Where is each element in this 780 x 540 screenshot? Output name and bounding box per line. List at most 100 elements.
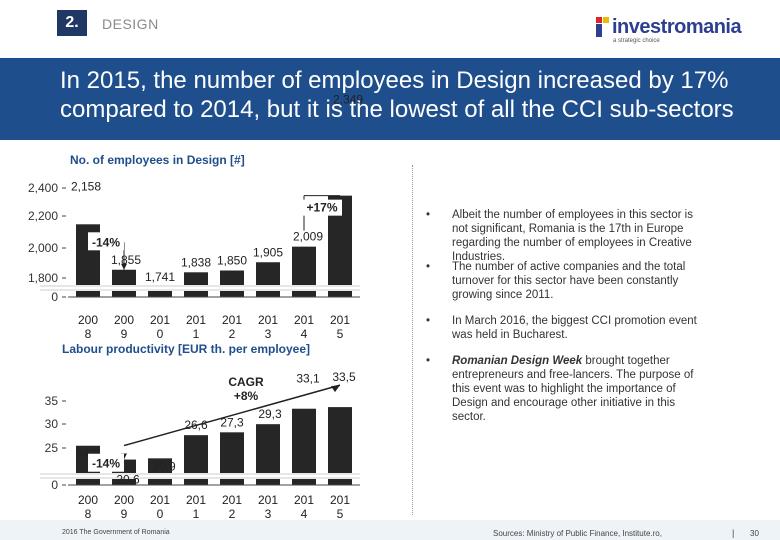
bar <box>184 272 208 297</box>
bar <box>256 262 280 297</box>
x-tick-label: 1 <box>193 507 200 520</box>
annotation-label-bg <box>88 232 124 251</box>
data-label: 1,855 <box>111 253 141 267</box>
x-tick-label: 201 <box>186 313 206 327</box>
data-label: 2,349 <box>333 93 363 107</box>
x-tick-label: 200 <box>114 493 134 507</box>
section-label: DESIGN <box>102 16 159 32</box>
annotation-label: -14% <box>92 235 120 249</box>
x-tick-label: 9 <box>121 507 128 520</box>
y-tick-label: 30 <box>45 417 59 431</box>
cagr-label-bg <box>224 374 268 404</box>
section-number-badge: 2. <box>57 10 87 36</box>
bullet-dot: • <box>426 209 431 221</box>
bullet-item: • In March 2016, the biggest CCI promotio… <box>420 314 700 342</box>
bar <box>148 286 172 297</box>
x-tick-label: 3 <box>265 507 272 520</box>
y-tick-label: 2,000 <box>28 241 58 255</box>
data-label: 1,850 <box>217 254 247 268</box>
bar <box>292 408 316 485</box>
x-tick-label: 201 <box>330 313 350 327</box>
x-tick-label: 200 <box>78 493 98 507</box>
chart2-title: Labour productivity [EUR th. per employe… <box>62 342 311 356</box>
x-tick-label: 200 <box>114 313 134 327</box>
bullet-item: • Albeit the number of employees in this … <box>420 208 700 264</box>
x-tick-label: 8 <box>85 327 92 341</box>
y-tick-label: 2,200 <box>28 209 58 223</box>
y-tick-label: 1,800 <box>28 271 58 285</box>
section-number: 2. <box>65 14 79 31</box>
page-number: 30 <box>750 529 759 538</box>
data-label: 33,5 <box>332 370 356 384</box>
footer-separator: | <box>732 528 735 538</box>
annotation-label-bg <box>88 453 124 472</box>
bar <box>112 269 136 297</box>
y-tick-label: 2,400 <box>28 181 58 195</box>
y-tick-label: 25 <box>45 441 59 455</box>
headline-banner <box>0 58 780 140</box>
bar <box>220 270 244 297</box>
annotation-label: +17% <box>306 201 337 215</box>
y-tick-label: 35 <box>45 394 59 408</box>
x-tick-label: 0 <box>157 507 164 520</box>
logo-tagline: a strategic choice <box>613 38 660 44</box>
logo-text-romania: romania <box>666 16 742 38</box>
bullet-list: • Albeit the number of employees in this … <box>420 208 700 436</box>
bullet-item: • The number of active companies and the … <box>420 260 700 302</box>
x-tick-label: 2 <box>229 327 236 341</box>
investromania-logo[interactable]: investromania a strategic choice <box>596 14 742 48</box>
x-tick-label: 201 <box>222 493 242 507</box>
data-label: 33,1 <box>296 372 320 386</box>
bullet-text: The number of active companies and the t… <box>452 261 686 301</box>
x-tick-label: 201 <box>294 313 314 327</box>
axis-break-band <box>40 473 360 479</box>
logo-mark-icon <box>596 17 609 37</box>
cagr-label: CAGR <box>228 375 264 389</box>
data-label: 2,009 <box>293 230 323 244</box>
x-tick-label: 9 <box>121 327 128 341</box>
chart1-title: No. of employees in Design [#] <box>70 153 245 167</box>
bullet-text: Albeit the number of employees in this s… <box>452 209 693 263</box>
x-tick-label: 201 <box>222 313 242 327</box>
x-tick-label: 201 <box>330 493 350 507</box>
data-label: 29,3 <box>258 407 282 421</box>
cagr-arrow <box>123 384 341 447</box>
x-tick-label: 5 <box>337 327 344 341</box>
column-divider <box>412 165 413 515</box>
data-label: 1,905 <box>253 245 283 259</box>
footer-bar <box>0 520 780 540</box>
cagr-label: +8% <box>234 389 259 403</box>
data-label: 2,158 <box>71 179 101 193</box>
x-tick-label: 4 <box>301 327 308 341</box>
bar <box>148 458 172 485</box>
x-tick-label: 201 <box>294 493 314 507</box>
x-tick-label: 201 <box>186 493 206 507</box>
footer-copyright: 2016 The Government of Romania <box>62 529 170 536</box>
footer-sources: Sources: Ministry of Public Finance, Ins… <box>493 529 662 538</box>
x-tick-label: 201 <box>258 493 278 507</box>
x-tick-label: 5 <box>337 507 344 520</box>
x-tick-label: 201 <box>150 313 170 327</box>
bullet-dot: • <box>426 315 431 327</box>
data-label: 27,3 <box>220 415 244 429</box>
bullet-dot: • <box>426 261 431 273</box>
y-tick-label: 0 <box>51 290 58 304</box>
x-tick-label: 4 <box>301 507 308 520</box>
x-tick-label: 201 <box>150 493 170 507</box>
x-tick-label: 3 <box>265 327 272 341</box>
cagr-arrowhead <box>331 385 340 393</box>
bar-charts: 0 1,800 2,000 2,200 2,400 2,158 1,855 1,741 1,83… <box>28 93 363 520</box>
bullet-dot: • <box>426 355 431 367</box>
bullet-item: • Romanian Design Week brought together e… <box>420 354 700 424</box>
x-tick-label: 0 <box>157 327 164 341</box>
logo-text-invest: invest <box>612 16 667 38</box>
x-tick-label: 201 <box>258 313 278 327</box>
x-tick-label: 8 <box>85 507 92 520</box>
data-label: 1,741 <box>145 270 175 284</box>
x-tick-label: 1 <box>193 327 200 341</box>
data-label: 20,6 <box>116 473 140 487</box>
annotation-label-bg <box>302 199 342 216</box>
annotation-label: -14% <box>92 457 120 471</box>
axis-break-band <box>40 285 360 291</box>
data-label: 20,9 <box>152 459 176 473</box>
